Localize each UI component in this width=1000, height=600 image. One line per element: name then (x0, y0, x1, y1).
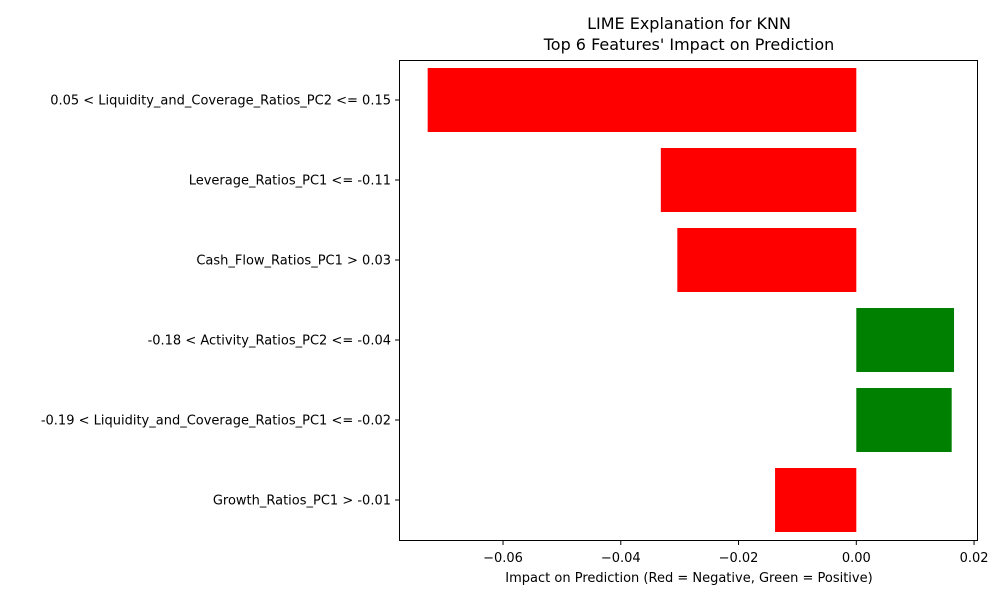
bar-2 (660, 148, 857, 212)
bars-group (427, 68, 955, 532)
x-tick-label: 0.00 (842, 551, 871, 566)
bar-4 (856, 308, 955, 372)
bar-5 (856, 388, 952, 452)
bar-1 (427, 68, 857, 132)
x-tick-label: −0.06 (483, 551, 523, 566)
y-tick-label: 0.05 < Liquidity_and_Coverage_Ratios_PC2… (50, 94, 391, 109)
x-tick-label: −0.04 (601, 551, 641, 566)
x-tick-label: −0.02 (719, 551, 759, 566)
y-tick-label: -0.19 < Liquidity_and_Coverage_Ratios_PC… (41, 414, 391, 429)
y-tick-label: -0.18 < Activity_Ratios_PC2 <= -0.04 (148, 334, 391, 349)
y-tick-label: Cash_Flow_Ratios_PC1 > 0.03 (196, 254, 391, 269)
x-ticks: −0.06 −0.04 −0.02 0.00 0.02 (483, 540, 989, 566)
y-tick-label: Leverage_Ratios_PC1 <= -0.11 (189, 174, 391, 189)
chart-subtitle: Top 6 Features' Impact on Prediction (543, 35, 835, 54)
x-tick-label: 0.02 (960, 551, 989, 566)
y-tick-labels: 0.05 < Liquidity_and_Coverage_Ratios_PC2… (41, 94, 400, 509)
bar-6 (775, 468, 857, 532)
plot-frame (399, 60, 978, 541)
chart-title: LIME Explanation for KNN (587, 14, 791, 33)
bar-3 (677, 228, 857, 292)
y-tick-label: Growth_Ratios_PC1 > -0.01 (213, 494, 391, 509)
x-axis-label: Impact on Prediction (Red = Negative, Gr… (505, 571, 872, 586)
